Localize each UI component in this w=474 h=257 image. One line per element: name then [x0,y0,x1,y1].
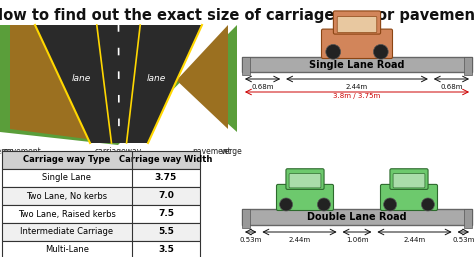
Polygon shape [118,25,228,143]
Polygon shape [0,25,118,145]
Text: Carriage way Width: Carriage way Width [119,155,213,164]
Circle shape [374,44,388,59]
Text: 5.5: 5.5 [158,227,174,236]
Text: How to find out the exact size of carriage way or pavement: How to find out the exact size of carria… [0,8,474,23]
FancyBboxPatch shape [289,173,321,188]
Text: lane: lane [72,74,91,82]
Circle shape [326,44,341,59]
Circle shape [383,198,397,211]
Text: Single Lane Road: Single Lane Road [309,60,405,69]
Circle shape [280,198,292,211]
FancyBboxPatch shape [321,29,392,59]
Polygon shape [35,25,202,143]
Text: 2.44m: 2.44m [403,237,426,243]
FancyBboxPatch shape [2,241,200,257]
Polygon shape [118,25,237,145]
Text: 7.5: 7.5 [158,209,174,218]
Text: Single Lane: Single Lane [43,173,91,182]
FancyBboxPatch shape [337,16,377,33]
Text: 0.68m: 0.68m [440,84,463,90]
Text: Carriage way Type: Carriage way Type [23,155,110,164]
FancyBboxPatch shape [242,209,250,228]
FancyBboxPatch shape [390,169,428,189]
FancyBboxPatch shape [2,151,200,169]
Text: lane: lane [146,74,165,82]
Text: 0.53m: 0.53m [239,237,262,243]
Text: 7.0: 7.0 [158,191,174,200]
Text: 3.75: 3.75 [155,173,177,182]
FancyBboxPatch shape [276,185,334,210]
Text: 3.5: 3.5 [158,245,174,254]
Circle shape [421,198,434,211]
FancyBboxPatch shape [286,169,324,189]
Text: 2.44m: 2.44m [289,237,310,243]
FancyBboxPatch shape [464,209,472,228]
FancyBboxPatch shape [2,187,200,205]
Text: pavement: pavement [192,147,231,156]
FancyBboxPatch shape [242,209,472,225]
Polygon shape [10,25,118,143]
Text: 3.8m / 3.75m: 3.8m / 3.75m [333,93,381,99]
FancyBboxPatch shape [242,57,250,75]
FancyBboxPatch shape [381,185,438,210]
FancyBboxPatch shape [2,205,200,223]
FancyBboxPatch shape [393,173,425,188]
Text: Multi-Lane: Multi-Lane [45,245,89,254]
Text: pavement: pavement [3,147,41,156]
Text: 0.53m: 0.53m [452,237,474,243]
FancyBboxPatch shape [333,11,381,34]
Text: carriageway: carriageway [94,147,142,156]
Text: verge: verge [221,147,243,156]
Text: Double Lane Road: Double Lane Road [307,212,407,222]
Text: verge: verge [0,147,15,156]
Text: Two Lane, Raised kerbs: Two Lane, Raised kerbs [18,209,116,218]
FancyBboxPatch shape [242,57,472,72]
FancyBboxPatch shape [464,57,472,75]
FancyBboxPatch shape [2,169,200,187]
Text: 2.44m: 2.44m [346,84,368,90]
Text: 1.06m: 1.06m [346,237,368,243]
Text: 0.68m: 0.68m [251,84,274,90]
FancyBboxPatch shape [2,223,200,241]
Text: Intermediate Carriage: Intermediate Carriage [20,227,114,236]
Circle shape [318,198,330,211]
Text: Two Lane, No kerbs: Two Lane, No kerbs [27,191,108,200]
